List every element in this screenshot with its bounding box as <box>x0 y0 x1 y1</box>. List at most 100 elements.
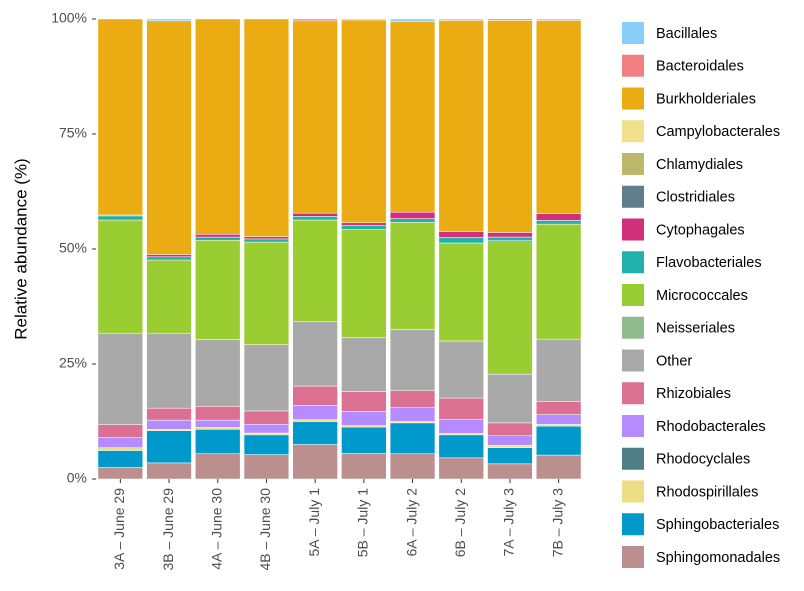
legend-label: Rhizobiales <box>656 386 731 402</box>
bar-segment <box>389 453 436 480</box>
bar-segment <box>292 385 338 406</box>
x-tick-label: 6B – July 2 <box>452 488 468 557</box>
bar-segment <box>243 424 290 434</box>
bar-segment <box>97 332 144 425</box>
legend-swatch <box>622 251 644 274</box>
legend-label: Sphingomonadales <box>656 550 780 566</box>
legend-swatch <box>622 218 644 241</box>
legend-label: Burkholderiales <box>656 91 756 107</box>
bar-segment <box>243 454 290 480</box>
bar-segment <box>389 329 436 391</box>
bar-segment <box>243 432 290 436</box>
bar-segment <box>243 344 290 412</box>
bar-segment <box>535 414 582 425</box>
legend-label: Bacteroidales <box>656 59 744 75</box>
bar-segment <box>195 427 241 430</box>
bar-segment <box>195 453 241 480</box>
bar-segment <box>535 425 582 456</box>
legend-swatch <box>622 87 644 110</box>
bar-segment <box>97 18 144 216</box>
bar-segment <box>243 241 290 345</box>
bar-segment <box>195 419 241 428</box>
bar-segment <box>292 212 338 217</box>
bar-segment <box>438 340 484 399</box>
bar-segment <box>535 424 582 427</box>
legend-swatch <box>622 153 644 175</box>
legend-swatch <box>622 22 644 44</box>
bar-segment <box>292 219 338 322</box>
bar-segment <box>195 18 241 235</box>
legend-swatch <box>622 513 644 536</box>
legend-swatch <box>622 382 644 405</box>
bar-segment <box>97 447 144 451</box>
legend-label: Neisseriales <box>656 321 735 337</box>
legend-label: Other <box>656 353 692 369</box>
bar-segment <box>146 419 192 430</box>
bar-segment <box>292 321 338 387</box>
legend-label: Clostridiales <box>656 190 735 206</box>
bar-segment <box>535 454 582 480</box>
bar-segment <box>146 254 192 258</box>
bar-segment <box>487 445 533 448</box>
bar-segment <box>535 20 582 214</box>
bar-segment <box>243 18 290 237</box>
bar-segment <box>487 236 533 241</box>
bar-segment <box>195 339 241 407</box>
bar-segment <box>146 256 192 261</box>
bar-segment <box>389 407 436 422</box>
legend-label: Sphingobacteriales <box>656 517 779 533</box>
bar-segment <box>97 424 144 438</box>
bar-segment <box>535 213 582 221</box>
bar-segment <box>97 467 144 480</box>
bar-segment <box>243 238 290 243</box>
legend-swatch <box>622 349 644 372</box>
bar-segment <box>97 215 144 221</box>
legend-label: Rhodobacterales <box>656 419 766 435</box>
bar-segment <box>438 231 484 238</box>
bar-segment <box>146 20 192 255</box>
bar-segment <box>389 218 436 223</box>
bar-segment <box>535 223 582 340</box>
bar-segment <box>389 390 436 408</box>
bar-segment <box>341 411 387 426</box>
bar-segment <box>146 407 192 421</box>
bar-segment <box>195 406 241 421</box>
bar-segment <box>487 232 533 238</box>
bar-segment <box>487 18 533 21</box>
legend-label: Chlamydiales <box>656 157 743 173</box>
bar-segment <box>487 463 533 480</box>
bar-segment <box>389 211 436 219</box>
x-tick-label: 4A – June 30 <box>208 488 224 570</box>
x-tick-label: 4B – June 30 <box>257 488 273 571</box>
legend-swatch <box>622 447 644 470</box>
bar-segment <box>146 259 192 334</box>
bar-segment <box>535 338 582 402</box>
bar-segment <box>146 462 192 480</box>
bar-segment <box>438 20 484 232</box>
bar-segment <box>341 426 387 454</box>
x-tick-label: 7B – July 3 <box>549 488 565 557</box>
bar-segment <box>487 422 533 437</box>
bar-segment <box>97 450 144 468</box>
legend-swatch <box>622 185 644 208</box>
legend-swatch <box>622 546 644 568</box>
bar-segment <box>341 452 387 480</box>
bar-segment <box>535 18 582 21</box>
legend-swatch <box>622 415 644 437</box>
bar-segment <box>97 437 144 448</box>
bar-segment <box>195 236 241 241</box>
y-tick-label: 75% <box>59 125 87 141</box>
bar-segment <box>195 234 241 238</box>
x-tick-label: 3B – June 29 <box>160 488 176 571</box>
bar-segment <box>438 242 484 342</box>
bar-segment <box>438 418 484 434</box>
bar-segment <box>195 240 241 340</box>
bar-segment <box>535 401 582 415</box>
bar-segment <box>292 20 338 214</box>
bar-segment <box>389 21 436 213</box>
bar-segment <box>487 373 533 424</box>
bar-segment <box>341 19 387 224</box>
bar-segment <box>487 447 533 465</box>
bar-segment <box>389 422 436 454</box>
